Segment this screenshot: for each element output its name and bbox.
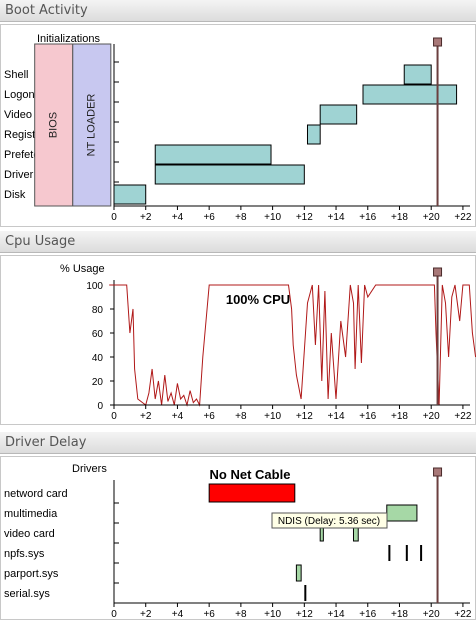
boot-x-tick-label: +2	[140, 212, 152, 223]
boot-bar	[113, 184, 147, 205]
driver-x-tick-label: +10	[264, 609, 281, 620]
cpu-y-tick-label: 80	[92, 305, 104, 316]
cpu-x-tick-label: +6	[203, 411, 215, 422]
cpu-y-tick-label: 0	[97, 401, 103, 412]
cpu-x-tick-label: +22	[454, 411, 471, 422]
driver-delay-panel	[0, 456, 476, 620]
cpu-x-tick-label: +14	[328, 411, 345, 422]
driver-x-tick-label: +2	[140, 609, 152, 620]
cpu-y-axis-title: % Usage	[60, 263, 105, 275]
boot-x-tick-label: +20	[423, 212, 440, 223]
driver-time-marker-handle	[433, 467, 443, 477]
boot-category-label: Driver	[4, 169, 34, 181]
driver-x-tick-label: +8	[235, 609, 247, 620]
driver-x-tick-label: +6	[203, 609, 215, 620]
tooltip-text: NDIS (Delay: 5.36 sec)	[278, 516, 380, 527]
driver-x-tick-label: +12	[296, 609, 313, 620]
driver-x-tick-label: +14	[328, 609, 345, 620]
cpu-x-tick-label: +18	[391, 411, 408, 422]
cpu-x-tick-label: +12	[296, 411, 313, 422]
cpu-x-tick-label: +8	[235, 411, 247, 422]
boot-phase-label: NT LOADER	[86, 94, 98, 157]
boot-x-tick-label: +16	[359, 212, 376, 223]
boot-bar	[319, 104, 358, 125]
cpu-y-tick-label: 60	[92, 329, 104, 340]
boot-phase-label: BIOS	[48, 112, 60, 138]
boot-bar	[154, 144, 272, 165]
boot-category-label: Video	[4, 109, 32, 121]
boot-bar	[362, 84, 458, 105]
driver-category-label: multimedia	[4, 508, 58, 520]
cpu-x-tick-label: +20	[423, 411, 440, 422]
boot-bar	[403, 64, 432, 85]
driver-category-label: netword card	[4, 488, 68, 500]
driver-y-axis-title: Drivers	[72, 463, 107, 475]
boot-x-tick-label: +4	[172, 212, 184, 223]
cpu-x-tick-label: +16	[359, 411, 376, 422]
driver-x-tick-label: +4	[172, 609, 184, 620]
cpu-usage-header: Cpu Usage	[0, 231, 476, 253]
cpu-usage-line	[109, 284, 476, 407]
boot-x-tick-label: +18	[391, 212, 408, 223]
driver-category-label: video card	[4, 528, 55, 540]
cpu-x-tick-label: +10	[264, 411, 281, 422]
tooltip-box	[271, 512, 388, 529]
driver-x-tick-label: +18	[391, 609, 408, 620]
driver-delay-header: Driver Delay	[0, 432, 476, 454]
driver-bar	[295, 564, 302, 582]
boot-phase-bios	[34, 43, 74, 207]
boot-y-axis-title: Initializations	[37, 33, 100, 45]
boot-x-tick-label: +8	[235, 212, 247, 223]
driver-bar	[420, 545, 423, 561]
boot-bar	[154, 164, 305, 185]
cpu-x-tick-label: 0	[111, 411, 117, 422]
cpu-usage-title: Cpu Usage	[5, 234, 76, 249]
driver-category-label: npfs.sys	[4, 548, 45, 560]
cpu-y-tick-label: 100	[86, 281, 103, 292]
cpu-y-tick-label: 20	[92, 377, 104, 388]
boot-time-marker-handle	[433, 37, 443, 47]
driver-bar	[208, 483, 296, 503]
cpu-usage-panel	[0, 255, 476, 425]
boot-category-label: Disk	[4, 189, 26, 201]
boot-x-tick-label: +14	[328, 212, 345, 223]
driver-bar	[405, 545, 408, 561]
boot-bar	[306, 124, 321, 145]
driver-bar	[304, 585, 307, 601]
driver-x-tick-label: +20	[423, 609, 440, 620]
cpu-x-tick-label: +4	[172, 411, 184, 422]
driver-bar	[386, 504, 418, 522]
driver-category-label: parport.sys	[4, 568, 59, 580]
boot-category-label: Shell	[4, 69, 28, 81]
driver-bar	[388, 545, 391, 561]
boot-phase-ntloader	[72, 43, 112, 207]
cpu-annotation: 100% CPU	[226, 292, 290, 307]
boot-x-tick-label: 0	[111, 212, 117, 223]
cpu-time-marker-handle	[433, 267, 443, 277]
cpu-y-tick-label: 40	[92, 353, 104, 364]
boot-x-tick-label: +6	[203, 212, 215, 223]
driver-category-label: serial.sys	[4, 588, 50, 600]
boot-x-tick-label: +10	[264, 212, 281, 223]
driver-x-tick-label: +16	[359, 609, 376, 620]
boot-activity-title: Boot Activity	[5, 3, 88, 18]
driver-annotation: No Net Cable	[210, 467, 291, 482]
driver-x-tick-label: +22	[454, 609, 471, 620]
boot-x-tick-label: +12	[296, 212, 313, 223]
driver-x-tick-label: 0	[111, 609, 117, 620]
boot-activity-header: Boot Activity	[0, 0, 476, 22]
boot-x-tick-label: +22	[454, 212, 471, 223]
cpu-x-tick-label: +2	[140, 411, 152, 422]
driver-delay-title: Driver Delay	[5, 435, 87, 450]
